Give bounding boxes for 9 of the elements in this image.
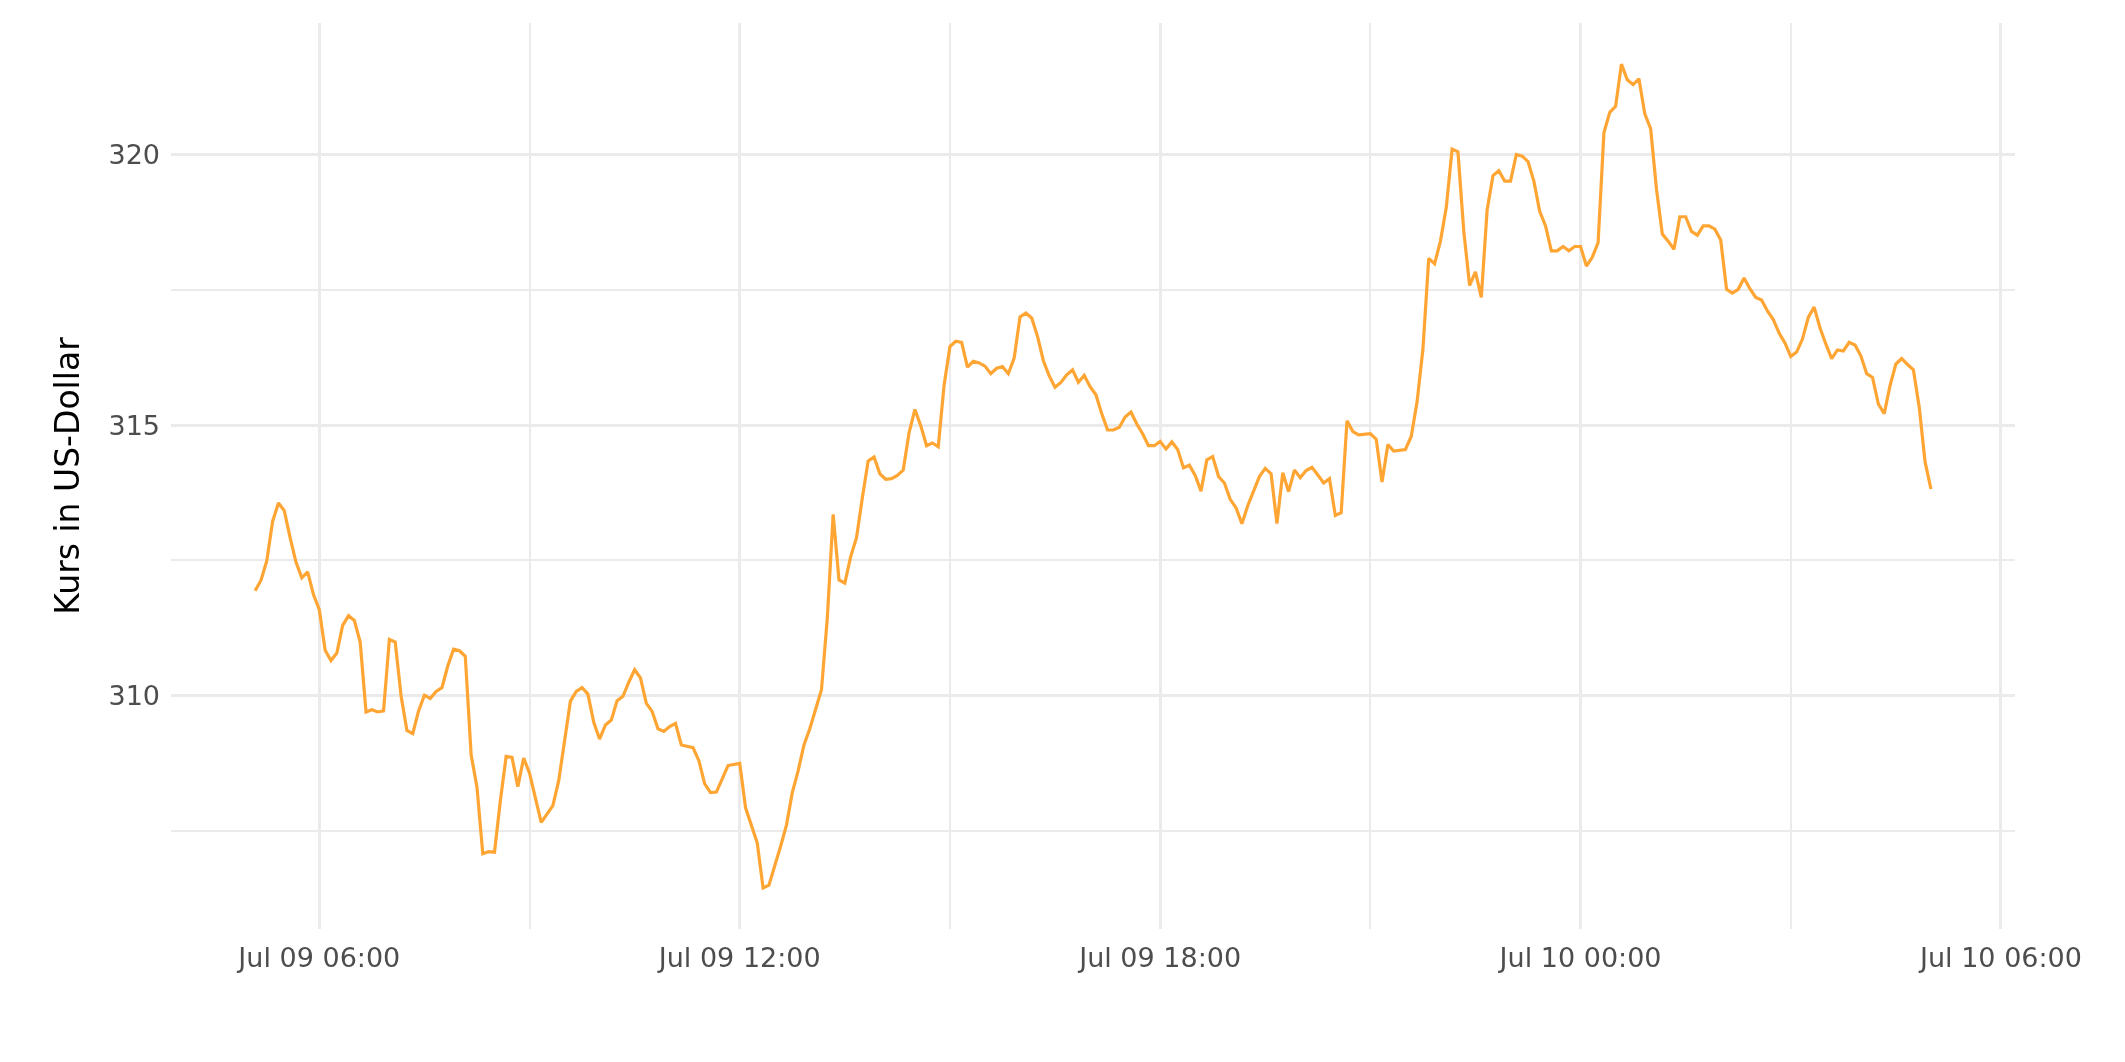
- y-tick-label: 315: [108, 409, 160, 441]
- x-tick-label: Jul 10 00:00: [1497, 942, 1662, 973]
- y-axis-title: Kurs in US-Dollar: [48, 336, 88, 615]
- x-tick-label: Jul 10 06:00: [1918, 942, 2082, 973]
- x-tick-label: Jul 09 12:00: [656, 942, 821, 973]
- y-tick-label: 310: [108, 680, 160, 712]
- y-tick-label: 320: [108, 138, 160, 170]
- x-tick-label: Jul 09 18:00: [1077, 942, 1242, 973]
- x-tick-label: Jul 09 06:00: [236, 942, 401, 973]
